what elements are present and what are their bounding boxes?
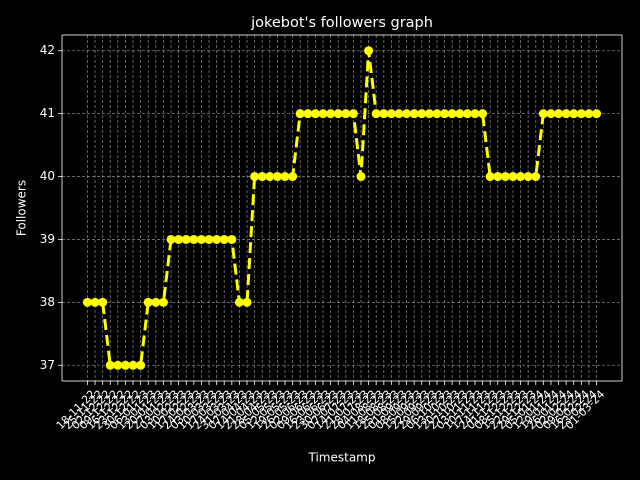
point bbox=[98, 297, 108, 307]
point bbox=[371, 109, 381, 119]
point bbox=[136, 360, 146, 370]
point bbox=[394, 109, 404, 119]
point bbox=[508, 172, 518, 182]
y-tick-label: 41 bbox=[40, 106, 55, 120]
point bbox=[250, 172, 260, 182]
point bbox=[196, 234, 206, 244]
point bbox=[181, 234, 191, 244]
y-tick-label: 38 bbox=[40, 295, 55, 309]
point bbox=[424, 109, 434, 119]
point bbox=[105, 360, 115, 370]
point bbox=[120, 360, 130, 370]
point bbox=[447, 109, 457, 119]
point bbox=[341, 109, 351, 119]
point bbox=[272, 172, 282, 182]
point bbox=[348, 109, 358, 119]
point bbox=[303, 109, 313, 119]
point bbox=[538, 109, 548, 119]
point bbox=[333, 109, 343, 119]
point bbox=[561, 109, 571, 119]
y-tick-label: 42 bbox=[40, 43, 55, 57]
point bbox=[189, 234, 199, 244]
point bbox=[174, 234, 184, 244]
point bbox=[386, 109, 396, 119]
point bbox=[546, 109, 556, 119]
chart-title: jokebot's followers graph bbox=[250, 15, 433, 31]
point bbox=[531, 172, 541, 182]
point bbox=[158, 297, 168, 307]
y-tick-label: 40 bbox=[40, 169, 55, 183]
point bbox=[204, 234, 214, 244]
point bbox=[280, 172, 290, 182]
point bbox=[234, 297, 244, 307]
point bbox=[295, 109, 305, 119]
point bbox=[212, 234, 222, 244]
point bbox=[523, 172, 533, 182]
point bbox=[470, 109, 480, 119]
point bbox=[227, 234, 237, 244]
point bbox=[409, 109, 419, 119]
point bbox=[584, 109, 594, 119]
point bbox=[432, 109, 442, 119]
point bbox=[462, 109, 472, 119]
point bbox=[493, 172, 503, 182]
point bbox=[379, 109, 389, 119]
point bbox=[265, 172, 275, 182]
y-axis-label: Followers bbox=[15, 180, 29, 236]
point bbox=[318, 109, 328, 119]
point bbox=[478, 109, 488, 119]
y-tick-label: 39 bbox=[40, 232, 55, 246]
point bbox=[310, 109, 320, 119]
point bbox=[166, 234, 176, 244]
point bbox=[219, 234, 229, 244]
point bbox=[326, 109, 336, 119]
point bbox=[485, 172, 495, 182]
point bbox=[90, 297, 100, 307]
point bbox=[257, 172, 267, 182]
point bbox=[592, 109, 602, 119]
point bbox=[500, 172, 510, 182]
point bbox=[356, 172, 366, 182]
point bbox=[82, 297, 92, 307]
plot-frame bbox=[61, 34, 623, 382]
point bbox=[455, 109, 465, 119]
point bbox=[128, 360, 138, 370]
point bbox=[364, 46, 374, 56]
point bbox=[554, 109, 564, 119]
point bbox=[242, 297, 252, 307]
point bbox=[143, 297, 153, 307]
point bbox=[402, 109, 412, 119]
point bbox=[151, 297, 161, 307]
point bbox=[569, 109, 579, 119]
point bbox=[417, 109, 427, 119]
point bbox=[113, 360, 123, 370]
point bbox=[516, 172, 526, 182]
point bbox=[576, 109, 586, 119]
y-tick-label: 37 bbox=[40, 358, 55, 372]
point bbox=[288, 172, 298, 182]
x-axis-label: Timestamp bbox=[308, 451, 376, 465]
point bbox=[440, 109, 450, 119]
